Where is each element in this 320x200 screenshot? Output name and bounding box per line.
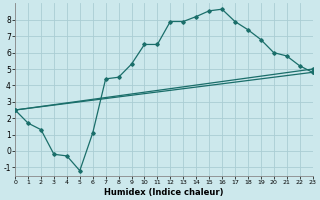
X-axis label: Humidex (Indice chaleur): Humidex (Indice chaleur): [104, 188, 224, 197]
